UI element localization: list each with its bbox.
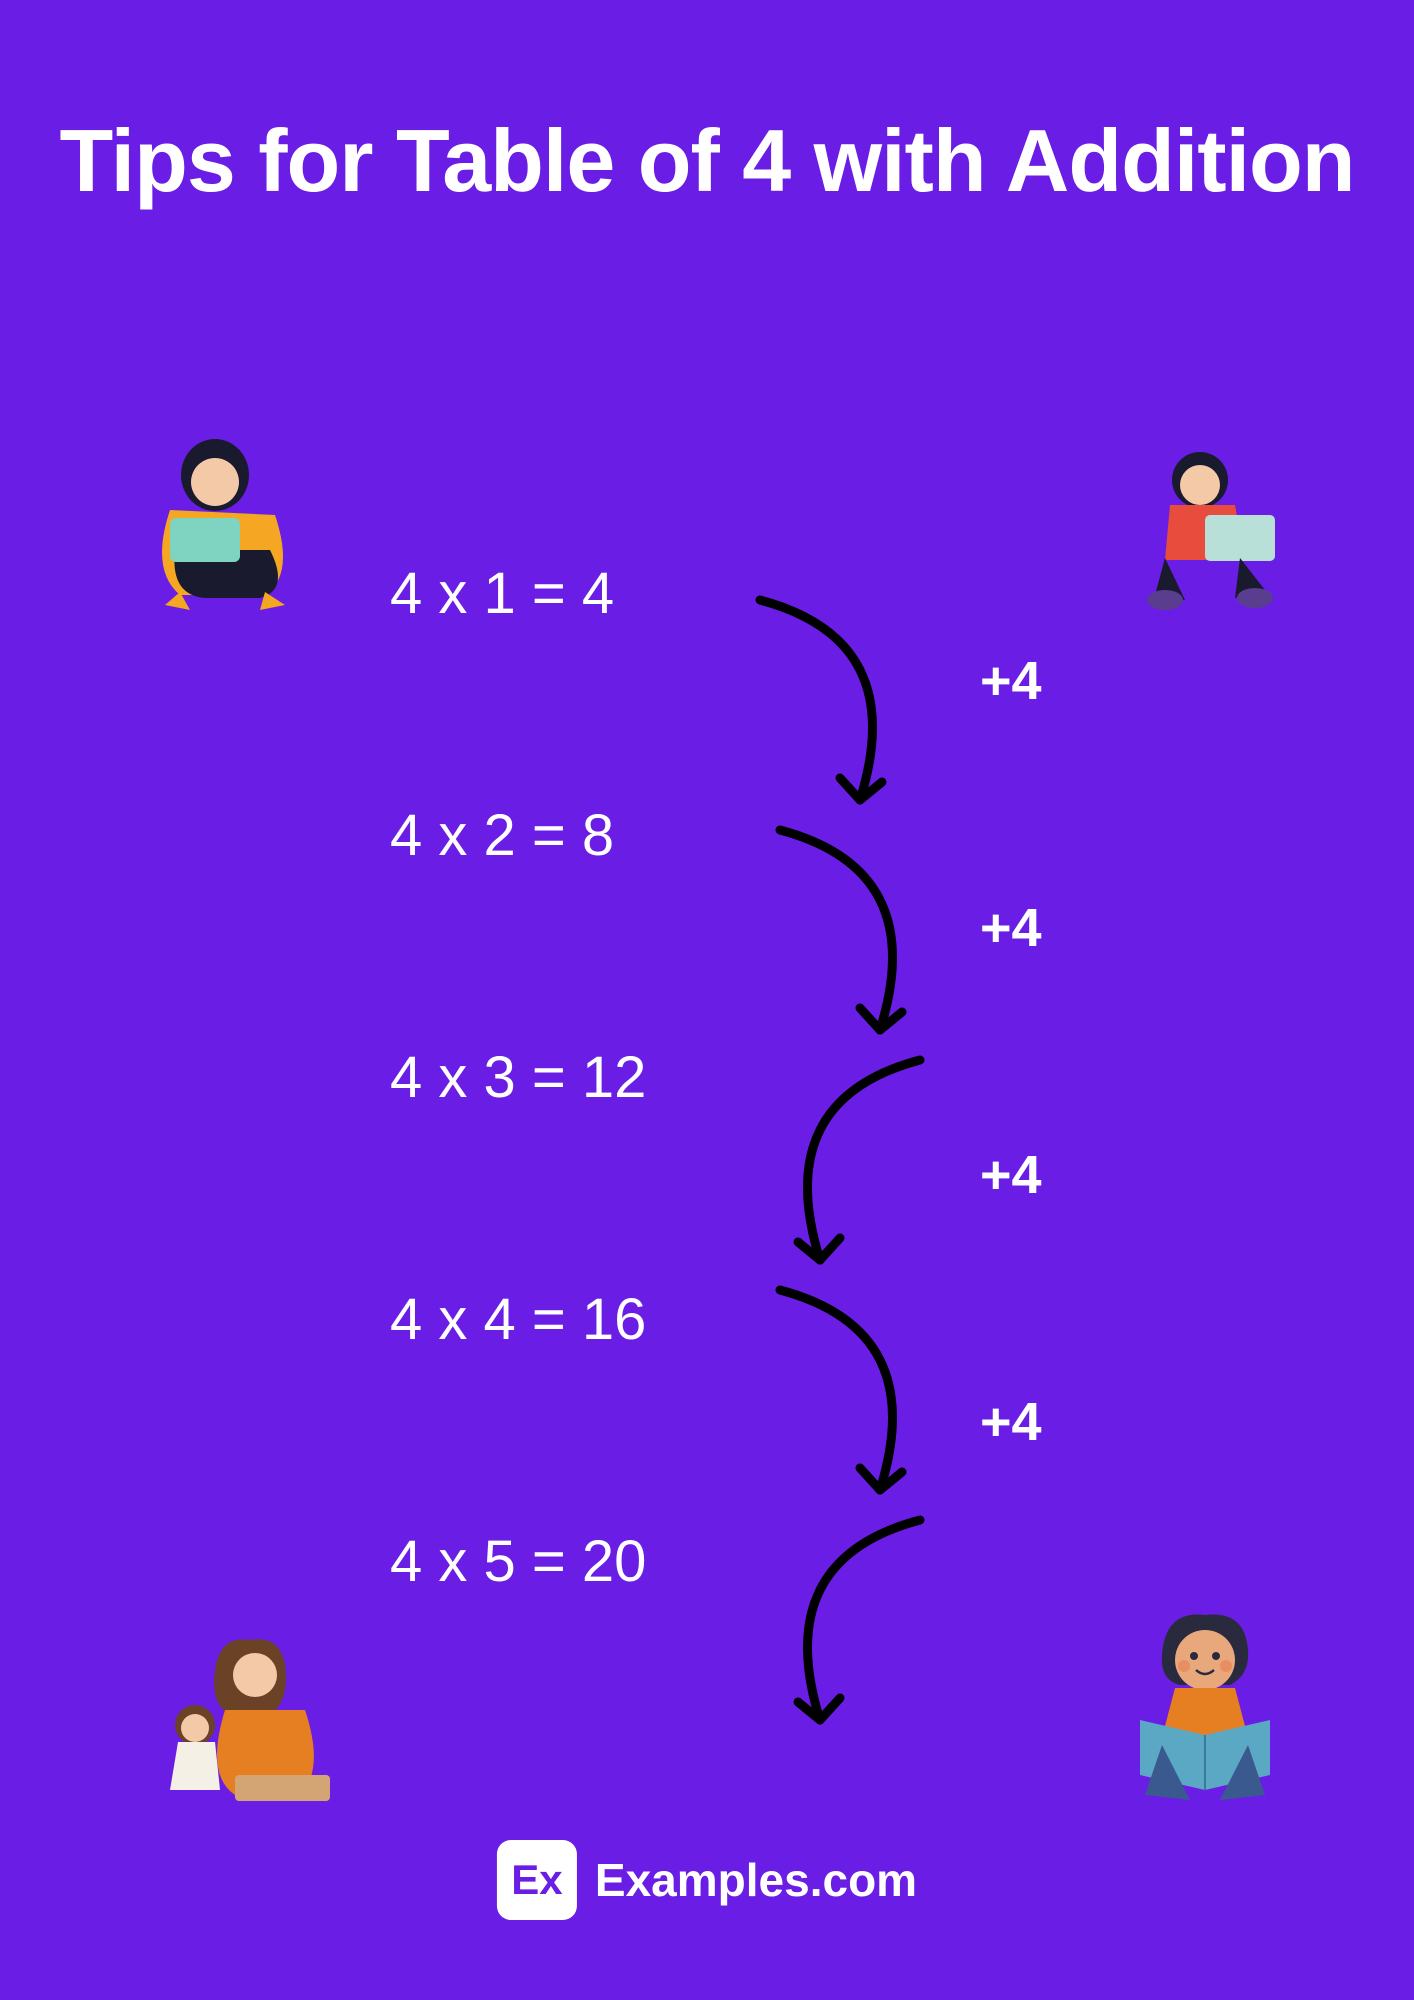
plus-label-4: +4 <box>980 1391 1042 1453</box>
footer-text: Examples.com <box>595 1853 917 1907</box>
plus-label-3: +4 <box>980 1144 1042 1206</box>
arrow-3-icon <box>740 1050 960 1290</box>
plus-label-1: +4 <box>980 650 1042 712</box>
equations-list: 4 x 1 = 4 4 x 2 = 8 4 x 3 = 12 4 x 4 = 1… <box>390 560 646 1770</box>
arrow-5-icon <box>740 1510 960 1750</box>
footer-badge-icon: Ex <box>497 1840 577 1920</box>
plus-label-2: +4 <box>980 897 1042 959</box>
footer: Ex Examples.com <box>497 1840 917 1920</box>
arrow-1-icon <box>740 590 960 830</box>
arrow-2-icon <box>760 820 980 1060</box>
arrow-4-icon <box>760 1280 980 1520</box>
equation-1: 4 x 1 = 4 <box>390 560 646 627</box>
child-reading-bottom-right-icon <box>1100 1600 1310 1825</box>
plus-labels-list: +4 +4 +4 +4 <box>980 650 1042 1638</box>
child-reading-top-left-icon <box>120 420 330 615</box>
parent-child-reading-icon <box>140 1620 380 1825</box>
child-reading-top-right-icon <box>1110 440 1310 615</box>
equation-4: 4 x 4 = 16 <box>390 1286 646 1353</box>
equation-3: 4 x 3 = 12 <box>390 1044 646 1111</box>
equation-2: 4 x 2 = 8 <box>390 802 646 869</box>
equation-5: 4 x 5 = 20 <box>390 1528 646 1595</box>
page-title: Tips for Table of 4 with Addition <box>0 0 1414 211</box>
